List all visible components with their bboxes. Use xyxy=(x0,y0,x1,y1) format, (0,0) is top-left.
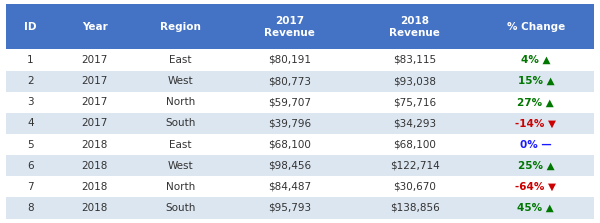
Text: 2017
Revenue: 2017 Revenue xyxy=(264,16,315,38)
Text: West: West xyxy=(168,161,193,171)
Text: $84,487: $84,487 xyxy=(268,182,311,192)
Text: $68,100: $68,100 xyxy=(268,140,311,150)
Text: South: South xyxy=(166,118,196,128)
Text: 7: 7 xyxy=(27,182,34,192)
Text: $80,773: $80,773 xyxy=(268,76,311,86)
Text: West: West xyxy=(168,76,193,86)
Text: 45% ▲: 45% ▲ xyxy=(517,203,554,213)
FancyBboxPatch shape xyxy=(6,155,594,176)
FancyBboxPatch shape xyxy=(6,50,594,70)
Text: North: North xyxy=(166,97,195,107)
Text: $80,191: $80,191 xyxy=(268,55,311,65)
Text: 25% ▲: 25% ▲ xyxy=(517,161,554,171)
Text: $68,100: $68,100 xyxy=(394,140,436,150)
Text: $30,670: $30,670 xyxy=(394,182,436,192)
Text: Year: Year xyxy=(82,22,107,32)
FancyBboxPatch shape xyxy=(6,4,55,50)
Text: % Change: % Change xyxy=(506,22,565,32)
Text: 2018: 2018 xyxy=(82,203,108,213)
Text: -14% ▼: -14% ▼ xyxy=(515,118,556,128)
Text: -64% ▼: -64% ▼ xyxy=(515,182,556,192)
FancyBboxPatch shape xyxy=(6,70,594,92)
FancyBboxPatch shape xyxy=(6,92,594,113)
FancyBboxPatch shape xyxy=(55,4,134,50)
FancyBboxPatch shape xyxy=(6,197,594,219)
Text: $122,714: $122,714 xyxy=(390,161,440,171)
Text: $59,707: $59,707 xyxy=(268,97,311,107)
FancyBboxPatch shape xyxy=(6,134,594,155)
Text: 2017: 2017 xyxy=(82,97,108,107)
Text: 2018: 2018 xyxy=(82,140,108,150)
Text: 15% ▲: 15% ▲ xyxy=(517,76,554,86)
Text: $95,793: $95,793 xyxy=(268,203,311,213)
Text: $98,456: $98,456 xyxy=(268,161,311,171)
FancyBboxPatch shape xyxy=(6,113,594,134)
FancyBboxPatch shape xyxy=(227,4,352,50)
Text: $138,856: $138,856 xyxy=(390,203,440,213)
Text: 6: 6 xyxy=(27,161,34,171)
Text: 27% ▲: 27% ▲ xyxy=(517,97,554,107)
Text: 2: 2 xyxy=(27,76,34,86)
Text: $34,293: $34,293 xyxy=(393,118,436,128)
Text: ID: ID xyxy=(24,22,37,32)
FancyBboxPatch shape xyxy=(134,4,227,50)
Text: North: North xyxy=(166,182,195,192)
Text: 4: 4 xyxy=(27,118,34,128)
Text: $93,038: $93,038 xyxy=(394,76,436,86)
Text: 2018
Revenue: 2018 Revenue xyxy=(389,16,440,38)
Text: 2017: 2017 xyxy=(82,55,108,65)
Text: 4% ▲: 4% ▲ xyxy=(521,55,551,65)
Text: 8: 8 xyxy=(27,203,34,213)
Text: 2018: 2018 xyxy=(82,161,108,171)
Text: East: East xyxy=(169,140,192,150)
Text: 1: 1 xyxy=(27,55,34,65)
Text: 2018: 2018 xyxy=(82,182,108,192)
Text: South: South xyxy=(166,203,196,213)
Text: 3: 3 xyxy=(27,97,34,107)
Text: 2017: 2017 xyxy=(82,118,108,128)
Text: 2017: 2017 xyxy=(82,76,108,86)
Text: 0% —: 0% — xyxy=(520,140,551,150)
Text: $75,716: $75,716 xyxy=(393,97,436,107)
FancyBboxPatch shape xyxy=(478,4,594,50)
Text: Region: Region xyxy=(160,22,201,32)
FancyBboxPatch shape xyxy=(6,176,594,197)
Text: 5: 5 xyxy=(27,140,34,150)
Text: East: East xyxy=(169,55,192,65)
Text: $83,115: $83,115 xyxy=(393,55,436,65)
FancyBboxPatch shape xyxy=(352,4,478,50)
Text: $39,796: $39,796 xyxy=(268,118,311,128)
